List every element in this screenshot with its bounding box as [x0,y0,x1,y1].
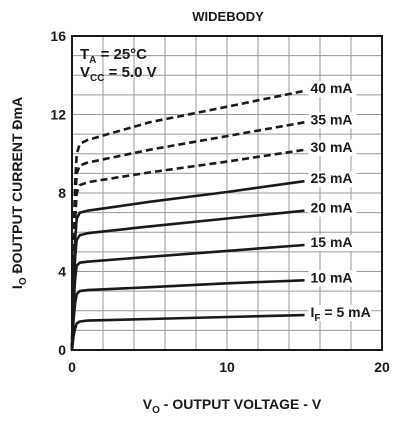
condition-temperature-sub: A [89,55,96,66]
x-axis-title: VO - OUTPUT VOLTAGE - V [143,396,322,416]
condition-supply-sub: CC [90,73,104,84]
series-line [70,89,305,351]
x-axis-title-rest: - OUTPUT VOLTAGE - V [160,396,322,412]
condition-temperature: TA = 25°C [80,46,147,66]
series-label: 20 mA [311,200,353,216]
series-label-bg [308,235,357,252]
y-tick-label: 12 [50,107,66,123]
y-tick-label: 8 [58,185,66,201]
series-label: 40 mA [311,80,353,96]
x-axis-title-main: V [143,396,153,412]
series-label: 15 mA [311,234,353,250]
series-line [70,243,305,351]
y-axis-title-sub: O [18,277,29,285]
series-label-bg [308,270,357,287]
series-line [70,313,305,351]
series-label-bg [308,139,357,156]
plot-frame [71,35,383,351]
tick-labels: 0 10 20 0 4 8 12 16 [50,28,390,375]
series-label-bg [308,80,357,97]
y-axis-title-rest: ĐOUTPUT CURRENT ĐmA [9,97,25,277]
y-tick-label: 0 [58,342,66,358]
series-label-bg [308,200,357,217]
condition-supply-voltage: VCC = 5.0 V [80,64,157,84]
series-label: 35 mA [311,111,353,127]
series-label: 25 mA [311,170,353,186]
series-line [70,179,305,351]
series-label: 10 mA [311,269,353,285]
x-axis-title-sub: O [152,405,160,416]
x-tick-label: 10 [219,359,235,375]
condition-supply-main: V [80,64,90,81]
series-label-bg [308,112,357,129]
condition-temperature-value: = 25°C [96,46,147,63]
series-label: IF = 5 mA [311,304,371,324]
x-tick-label: 20 [374,359,390,375]
series-label-bg [308,305,371,322]
condition-supply-value: = 5.0 V [104,64,156,81]
y-tick-label: 4 [58,264,66,280]
y-tick-label: 16 [50,28,66,44]
series-line [70,148,305,351]
condition-temperature-main: T [80,46,89,63]
x-tick-label: 0 [68,359,76,375]
y-axis-title-main: I [9,285,25,289]
series-layer: IF = 5 mA 10 mA 15 mA 20 mA 25 mA 30 mA 35 mA 4… [70,80,371,351]
series-label: 30 mA [311,139,353,155]
series-label-bg [308,171,357,188]
y-axis-title: IO ĐOUTPUT CURRENT ĐmA [9,97,29,289]
chart-title: WIDEBODY [192,9,264,24]
